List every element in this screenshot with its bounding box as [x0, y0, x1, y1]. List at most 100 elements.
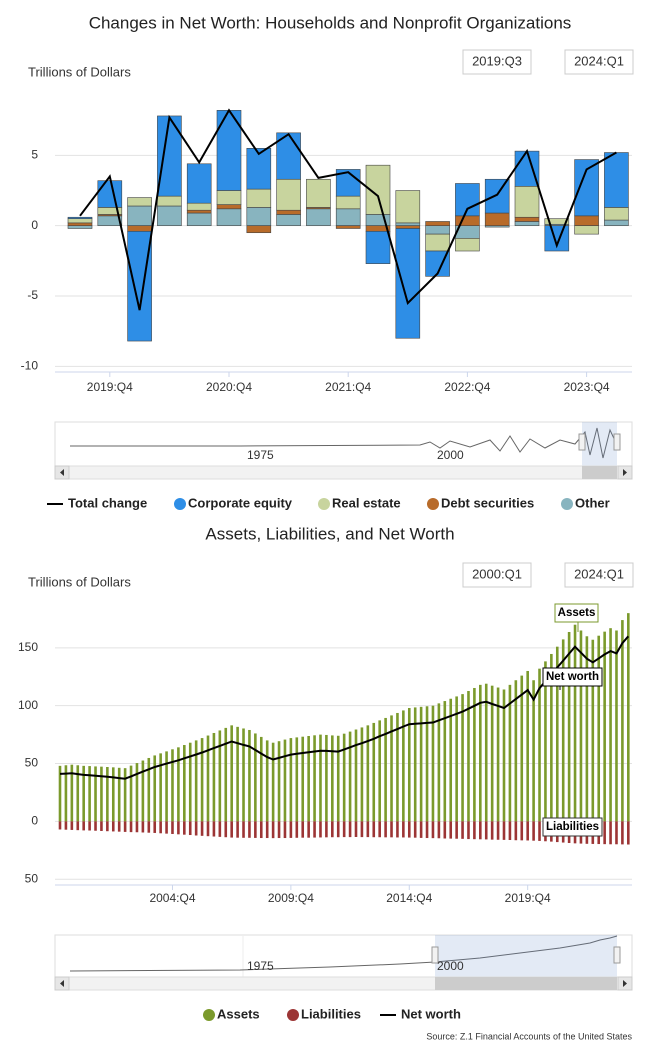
bar	[407, 708, 411, 822]
bar	[276, 214, 301, 226]
legend-label[interactable]: Debt securities	[441, 495, 534, 510]
legend-marker	[561, 498, 573, 510]
range-input[interactable]	[462, 49, 532, 75]
x-tick-label: 2009:Q4	[268, 891, 314, 905]
range-label: 2000:Q1	[472, 566, 522, 581]
bar	[574, 215, 599, 226]
range-input[interactable]	[564, 49, 634, 75]
range-input[interactable]	[462, 562, 532, 588]
bar	[216, 190, 242, 205]
bar	[514, 150, 540, 187]
bar	[141, 760, 145, 822]
bar	[508, 684, 512, 822]
bar	[301, 821, 305, 838]
x-tick-label: 2021:Q4	[325, 380, 371, 394]
bar	[88, 766, 91, 822]
legend-label[interactable]: Other	[575, 495, 610, 510]
bar	[609, 821, 612, 845]
bar	[254, 821, 257, 838]
bar	[395, 228, 421, 339]
bar	[354, 729, 358, 822]
bar	[224, 821, 228, 838]
bar	[301, 736, 305, 822]
bar	[76, 765, 80, 822]
bar	[117, 821, 121, 832]
legend-label[interactable]: Real estate	[332, 495, 401, 510]
bar	[218, 821, 222, 837]
navigator-label: 1975	[247, 448, 274, 462]
legend-label[interactable]: Net worth	[401, 1006, 461, 1021]
bar	[372, 821, 376, 838]
bar	[153, 821, 157, 833]
legend-label[interactable]: Corporate equity	[188, 495, 293, 510]
bar	[365, 231, 391, 264]
bar	[135, 763, 139, 822]
bar	[342, 733, 346, 822]
bar	[615, 821, 618, 845]
bar	[186, 209, 212, 214]
bar	[271, 742, 275, 822]
bar	[289, 821, 293, 838]
bar	[538, 668, 541, 822]
bar	[159, 753, 162, 822]
bar	[177, 747, 180, 822]
bar	[425, 233, 450, 252]
bar	[396, 821, 399, 838]
x-tick-label: 2022:Q4	[444, 380, 490, 394]
bar	[325, 821, 328, 838]
navigator-label: 1975	[247, 959, 274, 973]
bar	[295, 737, 299, 822]
bar	[123, 821, 127, 832]
legend-label[interactable]: Liabilities	[301, 1006, 361, 1021]
bar	[88, 821, 91, 831]
bar	[200, 821, 204, 836]
bar	[276, 178, 301, 211]
range-input[interactable]	[564, 562, 634, 588]
bar	[248, 729, 251, 822]
annotation: Net worth	[546, 671, 599, 683]
bar	[550, 653, 553, 822]
bar	[342, 821, 346, 838]
y-tick-label: 0	[31, 218, 38, 232]
bar	[188, 742, 192, 822]
bar	[218, 730, 222, 822]
bar	[236, 821, 239, 838]
bar	[67, 222, 93, 226]
x-tick-label: 2019:Q4	[505, 891, 551, 905]
bar	[604, 152, 629, 208]
bar	[627, 821, 630, 845]
source: Source: Z.1 Financial Accounts of the Un…	[426, 1031, 632, 1041]
legend-marker	[174, 498, 186, 510]
y-tick-label: 50	[25, 871, 39, 885]
bar	[216, 208, 242, 226]
bar	[171, 749, 174, 822]
bar	[514, 680, 518, 822]
bar	[335, 195, 361, 210]
bar	[147, 757, 151, 822]
bar	[283, 821, 287, 839]
bar	[271, 821, 275, 839]
bar	[82, 821, 85, 831]
bar	[265, 821, 269, 839]
bar	[265, 740, 269, 822]
bar	[603, 821, 606, 845]
bar	[591, 639, 595, 822]
bar	[246, 207, 272, 226]
x-tick-label: 2004:Q4	[149, 891, 195, 905]
bar	[313, 821, 316, 838]
bar	[502, 821, 506, 840]
bar	[186, 212, 212, 226]
bar	[319, 734, 322, 822]
bar	[603, 631, 606, 822]
legend-marker	[287, 1009, 299, 1021]
bar	[186, 163, 212, 204]
bar	[336, 735, 340, 822]
bar	[64, 821, 68, 830]
bar	[94, 766, 97, 822]
bar	[325, 734, 328, 822]
legend-label[interactable]: Total change	[68, 495, 147, 510]
y-tick-label: 150	[18, 640, 38, 654]
annotation-box	[542, 817, 603, 837]
legend-label[interactable]: Assets	[217, 1006, 260, 1021]
bar	[544, 218, 570, 225]
